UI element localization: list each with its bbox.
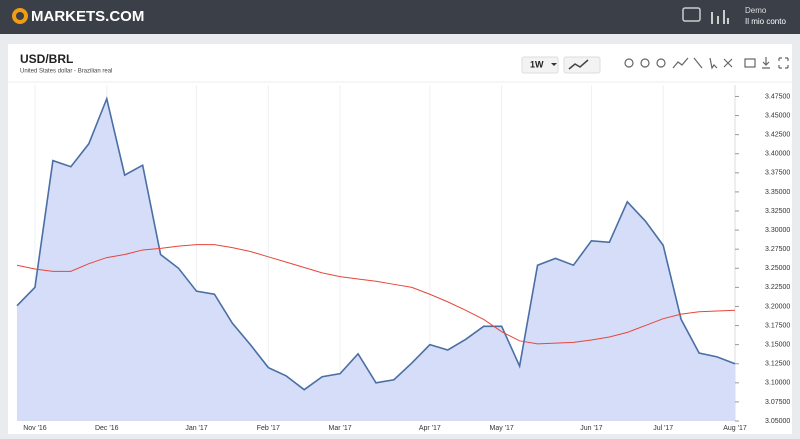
y-tick-label: 3.30000 <box>765 227 790 234</box>
y-tick-label: 3.05000 <box>765 418 790 425</box>
screenshot[interactable] <box>744 58 756 68</box>
chart-type-icon <box>568 59 589 70</box>
y-tick-label: 3.40000 <box>765 151 790 158</box>
stats-icon[interactable] <box>711 10 729 24</box>
pointer-tool[interactable] <box>709 57 718 70</box>
y-tick-label: 3.25000 <box>765 265 790 272</box>
logo[interactable]: MARKETS.COM <box>31 8 144 25</box>
y-tick-label: 3.10000 <box>765 380 790 387</box>
y-tick-label: 3.42500 <box>765 131 790 138</box>
x-tick-label: Dec '16 <box>95 425 119 432</box>
download[interactable] <box>762 57 770 69</box>
average-line <box>16 244 736 345</box>
chart: USD/BRL United States dollar - Brazilian… <box>8 52 792 432</box>
interval-label[interactable]: 1W <box>530 59 544 69</box>
y-tick-label: 3.17500 <box>765 322 790 329</box>
x-tick-label: Apr '17 <box>419 425 441 432</box>
interval-caret <box>551 63 557 66</box>
y-tick-label: 3.15000 <box>765 341 790 348</box>
y-tick-label: 3.45000 <box>765 112 790 119</box>
zoom-in[interactable] <box>624 58 634 68</box>
y-tick-label: 3.37500 <box>765 170 790 177</box>
y-tick-label: 3.07500 <box>765 399 790 406</box>
chart-title: USD/BRL <box>20 52 73 66</box>
x-tick-label: May '17 <box>490 425 514 432</box>
y-tick-label: 3.22500 <box>765 284 790 291</box>
x-tick-label: Mar '17 <box>329 425 352 432</box>
chart-subtitle: United States dollar - Brazilian real <box>20 69 112 75</box>
clear-tool[interactable] <box>723 58 733 68</box>
top-bar: MARKETS.COM Demo Il mio conto <box>0 0 800 34</box>
messages-icon[interactable] <box>682 7 701 22</box>
trend-tool[interactable] <box>693 57 703 69</box>
fullscreen[interactable] <box>778 57 789 69</box>
x-tick-label: Aug '17 <box>723 425 747 432</box>
x-tick-label: Feb '17 <box>257 425 280 432</box>
x-tick-label: Jul '17 <box>653 425 673 432</box>
chart-card: USD/BRL United States dollar - Brazilian… <box>8 44 792 434</box>
reset-zoom[interactable] <box>656 58 666 68</box>
account-menu[interactable]: Il mio conto <box>745 17 786 26</box>
interval-select[interactable] <box>521 56 559 74</box>
y-tick-label: 3.35000 <box>765 189 790 196</box>
price-line <box>16 96 736 391</box>
logo-icon-inner <box>16 12 24 20</box>
zoom-out[interactable] <box>640 58 650 68</box>
x-tick-label: Jan '17 <box>185 425 207 432</box>
top-bar-graphics: MARKETS.COM Demo Il mio conto <box>12 6 786 26</box>
user-name: Demo <box>745 6 767 15</box>
y-tick-label: 3.32500 <box>765 208 790 215</box>
y-tick-label: 3.20000 <box>765 303 790 310</box>
x-tick-label: Nov '16 <box>23 425 47 432</box>
toolbar-icons <box>624 57 789 70</box>
area-fill <box>17 98 735 421</box>
y-tick-label: 3.12500 <box>765 361 790 368</box>
line-tool[interactable] <box>672 57 689 69</box>
y-tick-label: 3.27500 <box>765 246 790 253</box>
y-tick-label: 3.47500 <box>765 93 790 100</box>
x-tick-label: Jun '17 <box>580 425 602 432</box>
